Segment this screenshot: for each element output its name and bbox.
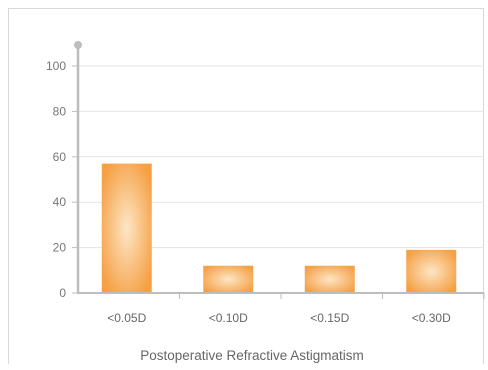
y-tick-label: 20 (53, 241, 67, 255)
y-axis-cap (74, 41, 82, 49)
y-tick-label: 60 (53, 150, 67, 164)
y-tick-label: 80 (53, 104, 67, 118)
y-tick-label: 0 (59, 286, 66, 300)
y-tick-label: 40 (53, 195, 67, 209)
bar-3 (304, 265, 355, 293)
x-category-label: <0.15D (310, 311, 349, 325)
bar-4 (406, 249, 457, 293)
bar-1 (101, 163, 152, 293)
x-category-label: <0.05D (107, 311, 146, 325)
chart-frame (8, 8, 484, 364)
x-axis-categories: <0.05D <0.10D <0.15D <0.30D (107, 293, 485, 325)
x-axis-title: Postoperative Refractive Astigmatism (140, 348, 364, 363)
x-category-label: <0.30D (412, 311, 451, 325)
y-tick-label: 100 (46, 59, 66, 73)
y-axis-ticks: 0 20 40 60 80 100 (46, 59, 78, 300)
x-category-label: <0.10D (209, 311, 248, 325)
bars (101, 163, 457, 293)
bar-2 (203, 265, 254, 293)
